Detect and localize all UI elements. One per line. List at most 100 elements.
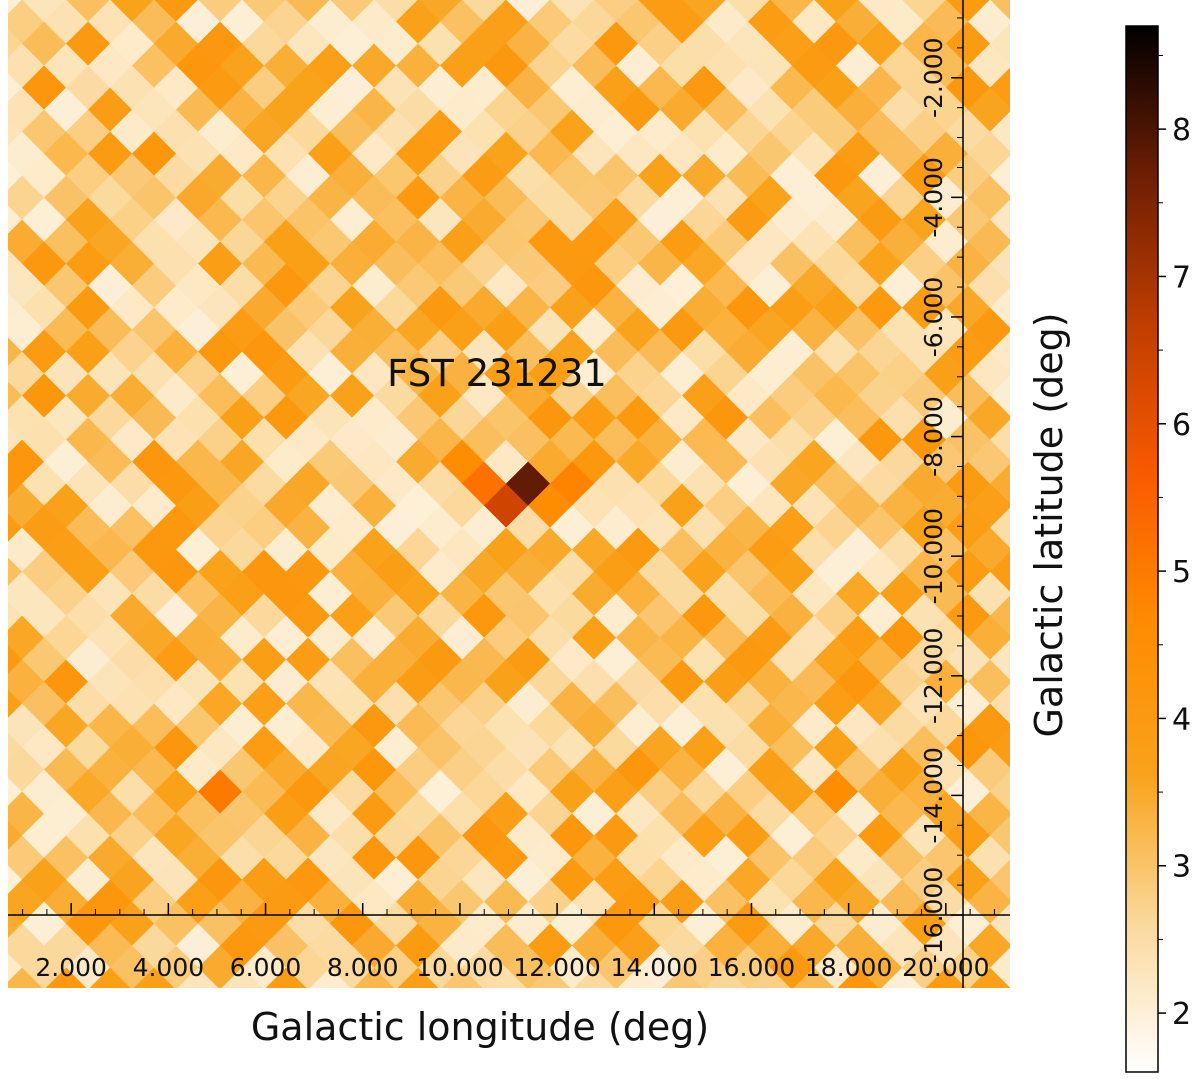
x-minor-ticks — [22, 909, 995, 915]
heatmap-cell — [241, 945, 287, 988]
heatmap-cell — [725, 945, 771, 988]
heatmap-cell — [1012, 924, 1056, 968]
heatmap-cell — [989, 463, 1010, 505]
colorbar: 2 3 4 5 6 7 8 — [1125, 25, 1191, 1073]
heatmap-cell — [8, 425, 23, 455]
x-tick-label: 14.000 — [611, 953, 698, 982]
heatmap-cell — [837, 967, 879, 988]
heatmap-cell — [65, 945, 111, 988]
x-axis-label: Galactic longitude (deg) — [251, 1005, 709, 1049]
heatmap-cell — [45, 967, 87, 988]
heatmap-cell — [1012, 0, 1056, 44]
heatmap-cell — [461, 945, 507, 988]
x-tick-label: 6.000 — [230, 953, 302, 982]
colorbar-tick-label: 2 — [1172, 997, 1191, 1032]
heatmap-cell — [989, 287, 1010, 329]
heatmap-cell — [8, 967, 43, 988]
heatmap-cell — [1012, 176, 1056, 220]
heatmap-cell — [705, 967, 747, 988]
heatmap-cell — [989, 23, 1010, 65]
heatmap-cell — [989, 595, 1010, 637]
heatmap-cell — [769, 945, 815, 988]
heatmap-cell — [397, 967, 439, 988]
heatmap-cell — [989, 67, 1010, 109]
heatmap-cell — [485, 967, 527, 988]
heatmap-cell — [221, 967, 263, 988]
heatmap-cell — [989, 243, 1010, 285]
heatmap-cell — [8, 777, 23, 807]
heatmap-cell — [373, 945, 419, 988]
x-tick-label: 4.000 — [133, 953, 205, 982]
heatmap-cell — [989, 815, 1010, 857]
heatmap-cell — [1012, 44, 1056, 88]
heatmap-cell — [989, 639, 1010, 681]
heatmap-cell — [8, 29, 23, 59]
x-tick-label: 16.000 — [708, 953, 795, 982]
heatmap-cell — [8, 73, 23, 103]
heatmap-cell — [109, 945, 155, 988]
y-axis-label: Galactic latitude (deg) — [1027, 312, 1071, 737]
heatmap-cell — [989, 947, 1010, 988]
x-tick-label: 8.000 — [327, 953, 399, 982]
heatmap-cell — [1012, 792, 1056, 836]
heatmap-cell — [989, 727, 1010, 769]
y-tick-labels: -2.000 -4.000 -6.000 -8.000 -10.000 -12.000 -1… — [919, 37, 963, 963]
heatmap-cell — [857, 945, 903, 988]
heatmap-cell — [8, 381, 23, 411]
heatmap-cell — [285, 945, 331, 988]
y-tick-label: -2.000 — [919, 37, 948, 118]
x-tick-label: 18.000 — [805, 953, 892, 982]
heatmap-cell — [8, 205, 23, 235]
plot-axes: 20.000 18.000 16.000 14.000 12.000 10.000 8.00… — [8, 0, 1010, 988]
heatmap-cell — [989, 331, 1010, 373]
heatmap-cell — [529, 967, 571, 988]
heatmap-cell — [89, 967, 131, 988]
heatmap-cell — [617, 967, 659, 988]
heatmap-cell — [925, 967, 967, 988]
heatmap-cell — [8, 821, 23, 851]
heatmap-cell — [505, 945, 551, 988]
heatmap-cell — [177, 967, 219, 988]
colorbar-tick-label: 7 — [1172, 260, 1191, 295]
heatmap-cell — [8, 601, 23, 631]
heatmap-cell — [8, 161, 23, 191]
heatmap-cell — [1012, 880, 1056, 924]
heatmap-cell — [1012, 836, 1056, 880]
colorbar-tick-label: 6 — [1172, 408, 1191, 443]
heatmap-cell — [989, 859, 1010, 901]
heatmap-cell — [133, 967, 175, 988]
heatmap-cell — [969, 967, 1010, 988]
heatmap-cell — [8, 513, 23, 543]
colorbar-tick-label: 8 — [1172, 113, 1191, 148]
heatmap-cell — [549, 945, 595, 988]
colorbar-tick-label: 4 — [1172, 702, 1191, 737]
x-tick-labels: 20.000 18.000 16.000 14.000 12.000 10.000 8.00… — [35, 903, 990, 982]
heatmap-cell — [945, 945, 991, 988]
heatmap-cell — [989, 551, 1010, 593]
heatmap-cell — [153, 945, 199, 988]
heatmap-cell — [1012, 88, 1056, 132]
colorbar-tick-label: 3 — [1172, 850, 1191, 885]
x-tick-label: 20.000 — [902, 953, 989, 982]
heatmap-cell — [749, 967, 791, 988]
heatmap-cell — [989, 903, 1010, 945]
heatmap-area — [8, 0, 1056, 988]
heatmap-cell — [989, 683, 1010, 725]
heatmap-cell — [989, 419, 1010, 461]
heatmap-cell — [21, 945, 67, 988]
heatmap-cell — [265, 967, 307, 988]
heatmap-cell — [8, 645, 23, 675]
colorbar-tick-label: 5 — [1172, 555, 1191, 590]
heatmap-cell — [8, 689, 23, 719]
y-tick-label: -16.000 — [919, 867, 948, 964]
heatmap-cell — [329, 945, 375, 988]
y-minor-ticks — [957, 17, 963, 886]
y-tick-label: -10.000 — [919, 508, 948, 605]
heatmap-cell — [989, 111, 1010, 153]
y-tick-label: -14.000 — [919, 747, 948, 844]
heatmap-cell — [8, 733, 23, 763]
heatmap-cell — [417, 945, 463, 988]
heatmap-cell — [8, 117, 23, 147]
heatmap-cell — [681, 945, 727, 988]
heatmap-cells — [8, 0, 1056, 988]
